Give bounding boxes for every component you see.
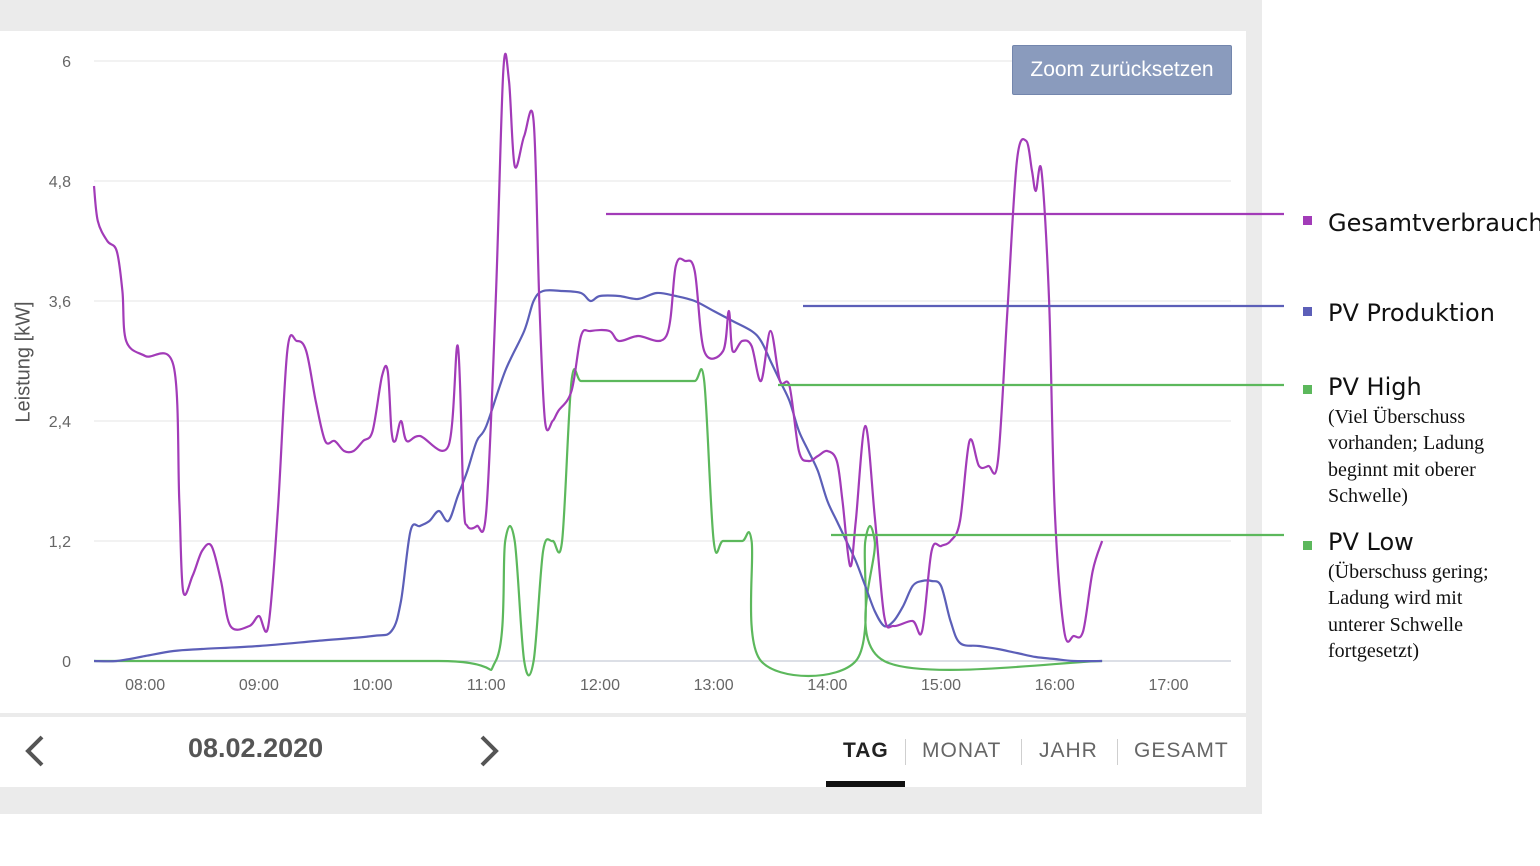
x-tick-label: 15:00 [921, 677, 961, 694]
legend-marker-pv-low [1303, 541, 1312, 550]
x-tick-label: 12:00 [580, 677, 620, 694]
y-tick-label: 6 [62, 54, 71, 71]
legend-title-pv-low: PV Low [1328, 528, 1414, 556]
tab-divider [1117, 739, 1118, 765]
legend-marker-pv-high [1303, 385, 1312, 394]
tab-gesamt[interactable]: GESAMT [1134, 739, 1229, 762]
tab-monat[interactable]: MONAT [922, 739, 1002, 762]
x-axis-ticks: 08:00 09:00 10:00 11:00 12:00 13:00 14:00 15:00… [125, 677, 1188, 694]
tab-tag[interactable]: TAG [843, 739, 889, 762]
legend-desc-line: Ladung wird mit [1328, 587, 1463, 610]
series-line-pv-high [94, 368, 1103, 677]
legend-desc-line: fortgesetzt) [1328, 639, 1420, 662]
chevron-left-icon[interactable] [18, 731, 54, 771]
chart-card [0, 31, 1246, 713]
y-tick-label: 2,4 [49, 414, 71, 431]
legend-desc-line: (Viel Überschuss [1328, 406, 1466, 428]
y-tick-label: 1,2 [49, 534, 71, 551]
legend-desc-line: unterer Schwelle [1328, 613, 1463, 636]
active-tab-indicator [826, 781, 905, 787]
x-tick-label: 14:00 [807, 677, 847, 694]
tab-divider [1021, 739, 1022, 765]
y-tick-label: 0 [62, 654, 71, 671]
x-tick-label: 10:00 [353, 677, 393, 694]
legend-title-gesamtverbrauch: Gesamtverbrauch [1328, 209, 1540, 237]
date-label: 08.02.2020 [188, 733, 324, 763]
x-tick-label: 17:00 [1148, 677, 1188, 694]
legend-marker-pv-produktion [1303, 307, 1312, 316]
x-tick-label: 08:00 [125, 677, 165, 694]
legend-title-pv-high: PV High [1328, 373, 1422, 401]
y-axis-label: Leistung [kW] [12, 301, 35, 423]
legend-title-pv-produktion: PV Produktion [1328, 299, 1495, 327]
legend-desc-pv-high: (Viel Überschuss vorhanden; Ladung begin… [1328, 404, 1528, 509]
y-tick-label: 4,8 [49, 174, 71, 191]
series-line-gesamtverbrauch [92, 52, 1104, 643]
legend-desc-line: vorhanden; Ladung [1328, 432, 1485, 455]
x-tick-label: 11:00 [467, 677, 506, 694]
chevron-right-icon[interactable] [472, 731, 508, 771]
legend-desc-line: beginnt mit oberer [1328, 458, 1476, 481]
legend-marker-gesamtverbrauch [1303, 216, 1312, 225]
zoom-reset-button[interactable]: Zoom zurücksetzen [1012, 45, 1232, 95]
tab-jahr[interactable]: JAHR [1039, 739, 1098, 762]
y-tick-label: 3,6 [49, 294, 71, 311]
tab-divider [905, 739, 906, 765]
legend-desc-line: (Überschuss gering; [1328, 561, 1489, 583]
legend-desc-pv-low: (Überschuss gering; Ladung wird mit unte… [1328, 559, 1528, 664]
legend-desc-line: Schwelle) [1328, 484, 1408, 507]
chart-series [92, 52, 1104, 677]
footer-bar: 08.02.2020 TAG MONAT JAHR GESAMT [0, 717, 1246, 787]
x-tick-label: 09:00 [239, 677, 279, 694]
x-tick-label: 16:00 [1035, 677, 1075, 694]
chart-grid [94, 60, 1231, 662]
legend-callout-lines [606, 212, 1284, 537]
series-line-pv-produktion [93, 289, 1103, 663]
x-tick-label: 13:00 [694, 677, 734, 694]
y-axis-ticks: 0 1,2 2,4 3,6 4,8 6 [49, 54, 71, 671]
